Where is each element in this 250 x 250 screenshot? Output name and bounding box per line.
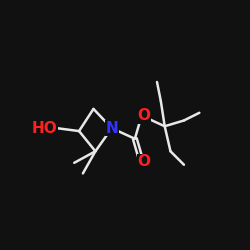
Text: HO: HO xyxy=(31,121,57,136)
Text: N: N xyxy=(106,121,118,136)
Text: O: O xyxy=(138,154,150,169)
Text: O: O xyxy=(138,108,150,123)
